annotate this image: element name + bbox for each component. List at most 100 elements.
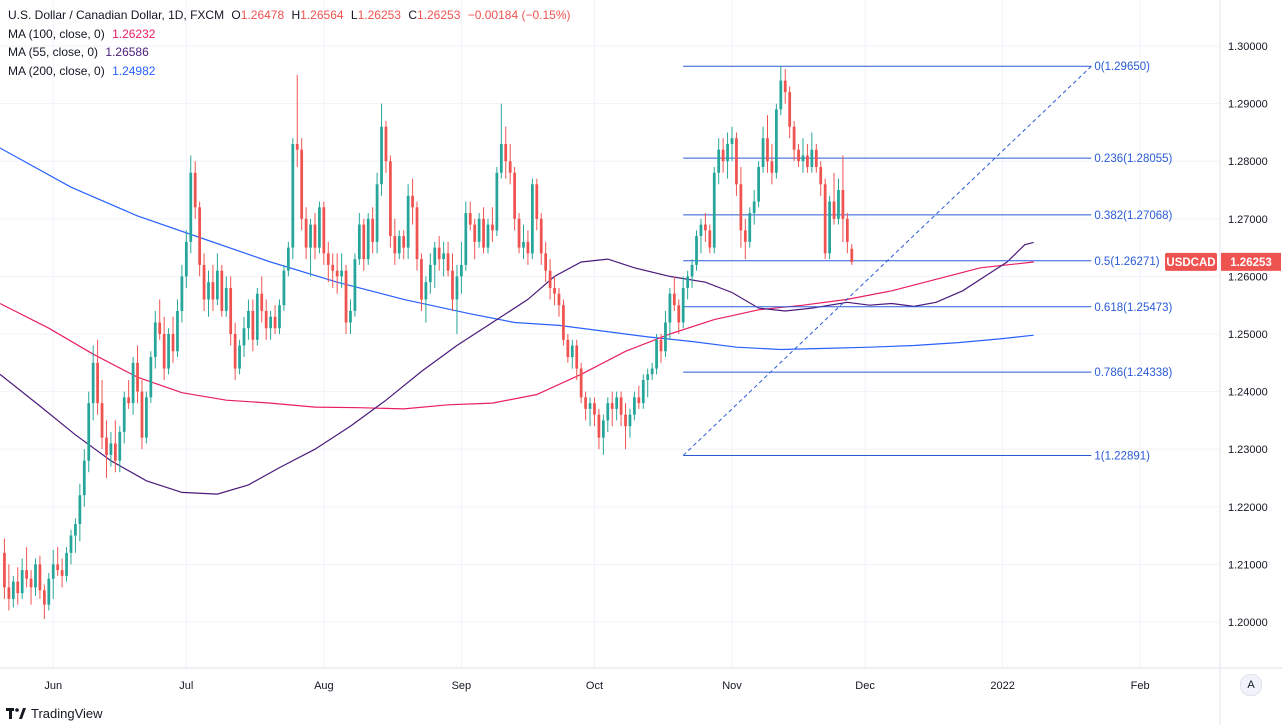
candle-body: [668, 293, 672, 323]
candle-50: [224, 276, 228, 317]
candle-body: [837, 190, 840, 219]
candle-108: [482, 207, 485, 254]
candle-127: [566, 334, 570, 363]
fib-label-0.236: 0.236(1.28055): [1094, 153, 1172, 165]
legend-high-label: H: [291, 8, 301, 22]
x-tick-label: Sep: [452, 680, 472, 692]
candle-124: [553, 276, 556, 306]
candle-body: [477, 218, 481, 242]
candle-body: [131, 362, 135, 404]
autoscale-button[interactable]: A: [1240, 674, 1262, 696]
candle-93: [415, 201, 419, 271]
candle-body: [699, 224, 703, 237]
candle-body: [486, 224, 490, 248]
candle-70: [313, 213, 317, 260]
legend-ma100-row[interactable]: MA (100, close, 0) 1.26232: [8, 25, 570, 44]
legend-ma200-value: 1.24982: [112, 63, 156, 78]
candle-body: [384, 126, 388, 162]
candle-101: [451, 253, 454, 311]
candle-183: [814, 143, 818, 173]
candle-36: [162, 316, 166, 381]
candle-body: [712, 172, 716, 248]
candle-144: [641, 374, 645, 409]
candle-112: [499, 103, 503, 179]
legend-ma55-row[interactable]: MA (55, close, 0) 1.26586: [8, 43, 570, 62]
candle-body: [677, 305, 681, 323]
candle-95: [424, 276, 428, 323]
candle-body: [344, 270, 348, 323]
candle-85: [380, 103, 383, 196]
candle-body: [56, 564, 60, 571]
candle-89: [397, 230, 401, 260]
candle-body: [118, 431, 122, 461]
candle-86: [384, 120, 388, 173]
candle-body: [198, 207, 202, 265]
candle-65: [291, 138, 295, 260]
candle-body: [309, 224, 312, 248]
legend-open-label: O: [231, 8, 241, 22]
candle-71: [318, 201, 321, 254]
candle-body: [766, 138, 769, 162]
candle-46: [207, 270, 210, 317]
candle-114: [508, 143, 512, 185]
candle-14: [65, 547, 68, 582]
candle-body: [637, 397, 641, 404]
candle-97: [433, 241, 437, 288]
candle-body: [717, 149, 721, 173]
candle-6: [29, 570, 33, 605]
chart-grid: [0, 0, 1220, 668]
candle-110: [491, 207, 494, 242]
candle-body: [109, 443, 113, 455]
candle-body: [393, 236, 397, 254]
candle-body: [122, 397, 126, 432]
candle-body: [810, 149, 814, 167]
fibonacci-retracement[interactable]: 0(1.29650) 0.236(1.28055) 0.382(1.27068) 0.…: [682, 61, 1173, 462]
tradingview-brand[interactable]: TradingView: [6, 706, 103, 721]
legend-main-row: U.S. Dollar / Canadian Dollar, 1D, FXCM …: [8, 6, 570, 25]
candle-90: [402, 230, 406, 260]
candle-body: [264, 310, 268, 329]
candle-body: [207, 282, 210, 300]
y-tick-label: 1.29000: [1228, 99, 1268, 111]
candle-154: [686, 270, 690, 300]
candle-body: [397, 236, 401, 254]
candle-49: [220, 264, 224, 317]
legend-ma200-row[interactable]: MA (200, close, 0) 1.24982: [8, 62, 570, 81]
candle-body: [633, 397, 636, 415]
candle-body: [597, 414, 601, 438]
candle-186: [828, 195, 831, 260]
candle-105: [468, 201, 472, 231]
candle-21: [96, 339, 99, 415]
candle-body: [331, 264, 335, 271]
candle-body: [242, 328, 246, 346]
candle-body: [455, 276, 459, 300]
candle-62: [278, 299, 281, 334]
candle-body: [562, 305, 565, 340]
candle-148: [659, 334, 663, 363]
candle-body: [535, 184, 539, 219]
candle-116: [517, 213, 521, 254]
candle-body: [615, 397, 619, 409]
candle-24: [109, 431, 113, 467]
candle-8: [38, 555, 42, 599]
candle-109: [486, 218, 490, 254]
candle-128: [570, 339, 574, 369]
candle-body: [659, 339, 663, 352]
candle-18: [82, 449, 86, 507]
candle-59: [264, 299, 268, 340]
candle-52: [233, 322, 237, 381]
candle-body: [189, 172, 193, 242]
candle-136: [606, 397, 610, 432]
candle-body: [726, 143, 729, 162]
candle-body: [752, 201, 756, 214]
candle-body: [584, 397, 587, 409]
y-tick-label: 1.28000: [1228, 156, 1268, 168]
candle-131: [584, 391, 587, 421]
ma55-line: [0, 241, 1034, 495]
candle-body: [681, 287, 685, 323]
candle-body: [322, 207, 326, 254]
fib-label-1: 1(1.22891): [1094, 450, 1150, 462]
candle-135: [601, 414, 605, 455]
candle-body: [748, 213, 752, 242]
